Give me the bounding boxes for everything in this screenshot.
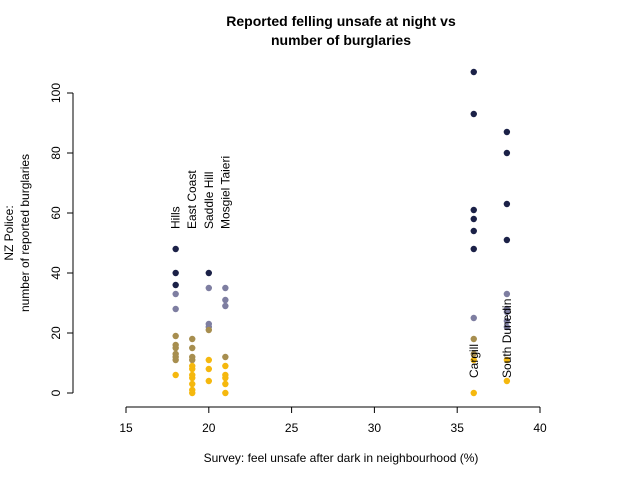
data-point — [470, 314, 477, 322]
y-axis-label-line-2: number of reported burglaries — [18, 154, 32, 312]
y-axis-label-line-1: NZ Police: — [2, 205, 16, 260]
data-point — [470, 245, 477, 253]
x-tick-label: 25 — [285, 421, 299, 435]
data-point — [470, 206, 477, 214]
data-point — [172, 344, 179, 352]
data-point — [205, 284, 212, 292]
data-point — [503, 377, 511, 385]
x-axis-label: Survey: feel unsafe after dark in neighb… — [204, 451, 479, 465]
data-point — [189, 380, 196, 388]
data-point — [205, 365, 212, 373]
data-point — [205, 377, 212, 385]
x-tick-label: 40 — [533, 421, 547, 435]
y-axis: 0 20 40 60 80 100 — [49, 83, 74, 396]
point-annotation: Mosgiel Taieri — [218, 156, 232, 229]
data-point — [470, 389, 477, 397]
point-annotation: Hills — [169, 206, 183, 229]
data-point — [470, 68, 477, 76]
y-tick-label: 0 — [49, 389, 63, 396]
data-point — [470, 227, 477, 235]
data-point — [503, 308, 511, 316]
data-point — [189, 344, 196, 352]
data-point — [503, 200, 511, 208]
series-1 — [172, 68, 511, 289]
x-tick-label: 35 — [451, 421, 465, 435]
y-tick-label: 60 — [49, 206, 63, 220]
data-point — [222, 380, 229, 388]
data-point — [503, 356, 511, 364]
data-point — [503, 317, 511, 325]
point-annotation: Saddle Hill — [202, 172, 216, 229]
chart-title-line-2: number of burglaries — [271, 32, 411, 48]
data-point — [222, 302, 229, 310]
data-point — [205, 356, 212, 364]
data-point — [189, 365, 196, 373]
data-point — [172, 281, 179, 289]
data-point — [189, 389, 196, 397]
data-points — [172, 68, 511, 397]
series-4 — [172, 356, 511, 397]
data-point — [470, 215, 477, 223]
point-annotation: South Dunedin — [500, 299, 514, 378]
point-annotation: Cargill — [467, 344, 481, 378]
chart-title: Reported felling unsafe at night vs numb… — [226, 13, 456, 48]
y-tick-label: 40 — [49, 266, 63, 280]
data-point — [503, 149, 511, 157]
data-point — [503, 236, 511, 244]
data-point — [172, 245, 179, 253]
data-point — [503, 128, 511, 136]
series-3 — [172, 326, 477, 364]
x-axis: 15 20 25 30 35 40 — [119, 406, 547, 435]
series-2 — [172, 284, 511, 331]
data-point — [205, 326, 212, 334]
data-point — [172, 269, 179, 277]
x-tick-label: 20 — [202, 421, 216, 435]
data-point — [470, 350, 477, 358]
data-point — [222, 362, 229, 370]
data-point — [222, 353, 229, 361]
y-tick-label: 20 — [49, 326, 63, 340]
data-point — [172, 371, 179, 379]
data-point — [503, 290, 511, 298]
data-point — [189, 374, 196, 382]
data-point — [172, 290, 179, 298]
data-point — [222, 389, 229, 397]
data-point — [470, 335, 477, 343]
x-tick-label: 30 — [368, 421, 382, 435]
data-point — [172, 332, 179, 340]
data-point — [189, 356, 196, 364]
data-point — [172, 356, 179, 364]
data-point — [470, 110, 477, 118]
data-point — [222, 374, 229, 382]
point-annotations: Hills East Coast Saddle Hill Mosgiel Taieri… — [169, 156, 514, 378]
x-tick-label: 15 — [119, 421, 133, 435]
data-point — [222, 284, 229, 292]
data-point — [470, 356, 477, 364]
data-point — [205, 269, 212, 277]
y-tick-label: 100 — [49, 83, 63, 103]
data-point — [503, 323, 511, 331]
data-point — [172, 305, 179, 313]
chart-title-line-1: Reported felling unsafe at night vs — [226, 13, 456, 29]
data-point — [222, 296, 229, 304]
data-point — [189, 335, 196, 343]
point-annotation: East Coast — [185, 170, 199, 229]
y-tick-label: 80 — [49, 146, 63, 160]
y-axis-label: NZ Police: number of reported burglaries — [2, 154, 32, 312]
